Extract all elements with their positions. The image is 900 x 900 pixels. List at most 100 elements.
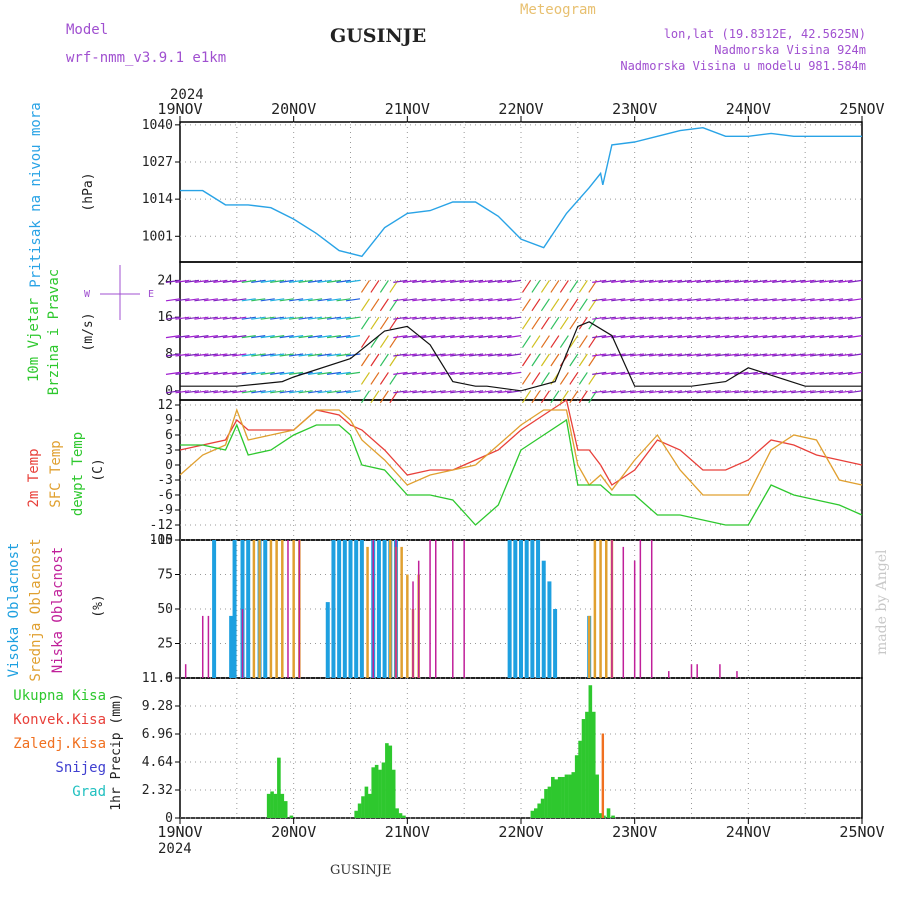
y-tick-label: 9.28: [142, 699, 173, 714]
wind-barb: [402, 316, 417, 320]
wind-barb: [734, 353, 749, 357]
wind-barb: [724, 279, 739, 283]
wind-barb: [705, 353, 721, 357]
cloud-label-low: Niska Oblacnost: [50, 547, 66, 673]
wind-barb: [402, 298, 417, 302]
wind-barb: [412, 353, 427, 357]
x-tick-label-bottom: 24NOV: [726, 823, 771, 841]
wind-barb: [506, 353, 522, 357]
precip-bar: [568, 774, 572, 818]
wind-barb: [838, 335, 853, 339]
wind-barb: [360, 316, 370, 330]
year-label-top: 2024: [170, 87, 204, 103]
wind-barb: [184, 371, 200, 375]
precip-bar: [378, 769, 382, 818]
y-tick-label: 11.6: [142, 671, 173, 686]
wind-barb: [184, 390, 200, 394]
wind-barb: [611, 279, 626, 283]
wind-barb: [762, 279, 777, 283]
wind-barb: [521, 316, 531, 330]
wind-barb: [686, 298, 702, 302]
wind-barb: [251, 335, 266, 339]
wind-barb: [260, 371, 275, 375]
wind-barb: [531, 280, 541, 293]
wind-barb: [724, 371, 739, 375]
wind-barb: [421, 298, 436, 302]
cloud-bar: [611, 540, 613, 678]
wind-barb: [630, 335, 645, 339]
x-tick-label-bottom: 20NOV: [271, 823, 316, 841]
wind-barb: [232, 353, 247, 357]
precip-bar: [530, 810, 535, 818]
wind-barb: [715, 390, 730, 394]
wind-barb: [222, 371, 237, 375]
wind-barb: [326, 353, 342, 357]
wind-barb: [569, 280, 579, 293]
cloud-bar: [668, 671, 670, 678]
precip-bar: [533, 808, 538, 818]
wind-barb: [440, 390, 455, 394]
wind-barb: [279, 335, 294, 339]
wind-barb: [469, 279, 484, 283]
wind-barb: [326, 316, 342, 320]
wind-barb: [260, 279, 275, 283]
wind-barb: [639, 298, 654, 302]
wind-barb: [781, 353, 796, 357]
y-tick-label: 0: [165, 384, 173, 399]
wind-barb: [175, 353, 190, 357]
precip-bar: [388, 745, 393, 818]
y-tick-label: 1014: [142, 192, 173, 207]
wind-barb: [213, 335, 228, 339]
precip-legend-item: Grad: [72, 784, 106, 800]
wind-barb: [620, 390, 635, 394]
wind-barb: [289, 353, 304, 357]
wind-barb: [307, 390, 323, 394]
wind-barb: [317, 298, 332, 302]
wind-barb: [686, 279, 702, 283]
wind-barb: [497, 335, 512, 339]
cloud-bar: [524, 540, 529, 678]
wind-barb: [592, 335, 607, 339]
cloud-bar: [395, 540, 397, 678]
wind-barb: [279, 390, 294, 394]
wind-barb: [175, 279, 190, 283]
precip-bar: [581, 719, 586, 818]
wind-barb: [800, 279, 815, 283]
wind-barb: [762, 335, 777, 339]
precip-bar: [571, 772, 576, 818]
wind-barb: [440, 316, 455, 320]
y-tick-label: 6: [165, 428, 173, 443]
wind-barb: [550, 390, 560, 404]
wind-barb: [819, 353, 834, 357]
wind-barb: [611, 390, 626, 394]
wind-barb: [753, 316, 768, 320]
wind-barb: [251, 390, 266, 394]
precip-bar: [537, 803, 541, 818]
cloud-bar: [212, 540, 217, 678]
precip-bar: [277, 757, 281, 818]
wind-barb: [838, 353, 853, 357]
wind-barb: [379, 280, 389, 293]
wind-barb: [184, 298, 200, 302]
cloud-bar: [599, 540, 602, 678]
wind-barb: [847, 335, 863, 339]
wind-barb: [421, 316, 436, 320]
wind-barb: [686, 371, 702, 375]
wind-barb: [506, 316, 522, 320]
wind-barb: [592, 390, 607, 394]
wind-barb: [431, 353, 446, 357]
wind-barb: [686, 335, 702, 339]
wind-barb: [431, 298, 446, 302]
wind-barb: [270, 298, 285, 302]
cloud-bar: [400, 546, 403, 678]
wind-barb: [506, 335, 522, 339]
wind-barb: [175, 371, 190, 375]
wind-barb: [592, 353, 607, 357]
wind-barb: [819, 335, 834, 339]
cloud-bar: [736, 671, 738, 678]
wind-barb: [289, 316, 304, 320]
precip-bar: [289, 815, 294, 818]
wind-barb: [677, 279, 692, 283]
wind-barb: [270, 335, 285, 339]
wind-barb: [667, 298, 683, 302]
